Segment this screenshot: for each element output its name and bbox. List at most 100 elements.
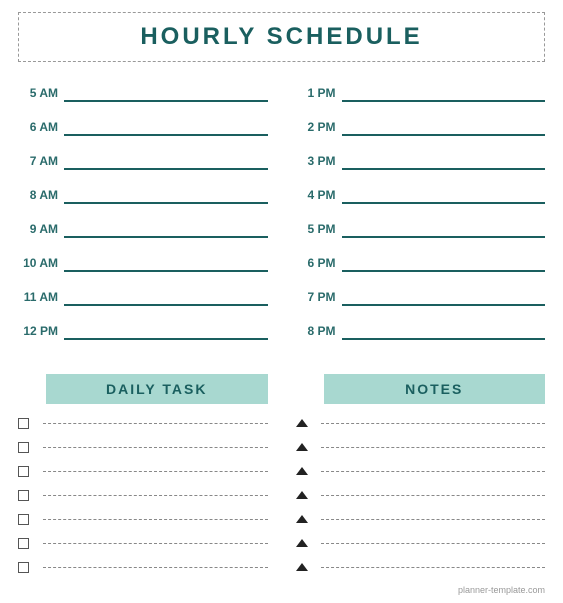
time-label: 4 PM — [296, 188, 342, 204]
note-row — [296, 438, 546, 456]
title-box: HOURLY SCHEDULE — [18, 12, 545, 62]
time-line[interactable] — [64, 182, 268, 204]
note-row — [296, 414, 546, 432]
time-label: 2 PM — [296, 120, 342, 136]
arrow-up-icon — [296, 539, 308, 547]
arrow-up-icon — [296, 443, 308, 451]
note-line[interactable] — [321, 495, 546, 496]
time-row: 3 PM — [296, 148, 546, 170]
time-label: 7 PM — [296, 290, 342, 306]
note-row — [296, 486, 546, 504]
time-line[interactable] — [64, 216, 268, 238]
task-row — [18, 534, 268, 552]
task-row — [18, 558, 268, 576]
note-row — [296, 462, 546, 480]
arrow-up-icon — [296, 491, 308, 499]
task-line[interactable] — [43, 543, 268, 544]
time-row: 12 PM — [18, 318, 268, 340]
time-line[interactable] — [342, 318, 546, 340]
time-label: 6 AM — [18, 120, 64, 136]
arrow-up-icon — [296, 467, 308, 475]
checkbox-icon[interactable] — [18, 466, 29, 477]
task-row — [18, 486, 268, 504]
daily-task-section: DAILY TASK — [18, 374, 268, 582]
checkbox-icon[interactable] — [18, 562, 29, 573]
checkbox-icon[interactable] — [18, 442, 29, 453]
page-title: HOURLY SCHEDULE — [29, 23, 534, 51]
time-row: 11 AM — [18, 284, 268, 306]
task-line[interactable] — [43, 471, 268, 472]
time-line[interactable] — [64, 250, 268, 272]
schedule-grid: 5 AM 6 AM 7 AM 8 AM 9 AM 10 AM 11 AM 12 … — [18, 80, 545, 352]
time-label: 1 PM — [296, 86, 342, 102]
checkbox-icon[interactable] — [18, 538, 29, 549]
time-line[interactable] — [342, 216, 546, 238]
time-label: 11 AM — [18, 290, 64, 306]
note-line[interactable] — [321, 543, 546, 544]
schedule-col-right: 1 PM 2 PM 3 PM 4 PM 5 PM 6 PM 7 PM 8 PM — [296, 80, 546, 352]
notes-header: NOTES — [324, 374, 546, 404]
task-line[interactable] — [43, 447, 268, 448]
note-row — [296, 558, 546, 576]
time-row: 4 PM — [296, 182, 546, 204]
checkbox-icon[interactable] — [18, 490, 29, 501]
task-row — [18, 462, 268, 480]
checkbox-icon[interactable] — [18, 418, 29, 429]
task-line[interactable] — [43, 495, 268, 496]
note-row — [296, 534, 546, 552]
time-line[interactable] — [342, 284, 546, 306]
time-label: 12 PM — [18, 324, 64, 340]
time-label: 7 AM — [18, 154, 64, 170]
time-line[interactable] — [64, 284, 268, 306]
time-row: 1 PM — [296, 80, 546, 102]
time-label: 5 AM — [18, 86, 64, 102]
task-row — [18, 414, 268, 432]
task-line[interactable] — [43, 423, 268, 424]
time-line[interactable] — [64, 114, 268, 136]
note-line[interactable] — [321, 471, 546, 472]
arrow-up-icon — [296, 563, 308, 571]
schedule-col-left: 5 AM 6 AM 7 AM 8 AM 9 AM 10 AM 11 AM 12 … — [18, 80, 268, 352]
note-line[interactable] — [321, 423, 546, 424]
time-row: 6 PM — [296, 250, 546, 272]
task-row — [18, 510, 268, 528]
time-label: 10 AM — [18, 256, 64, 272]
task-line[interactable] — [43, 567, 268, 568]
time-row: 7 AM — [18, 148, 268, 170]
time-line[interactable] — [342, 114, 546, 136]
time-row: 7 PM — [296, 284, 546, 306]
time-label: 3 PM — [296, 154, 342, 170]
arrow-up-icon — [296, 419, 308, 427]
time-row: 9 AM — [18, 216, 268, 238]
arrow-up-icon — [296, 515, 308, 523]
task-line[interactable] — [43, 519, 268, 520]
time-row: 2 PM — [296, 114, 546, 136]
time-label: 5 PM — [296, 222, 342, 238]
time-row: 6 AM — [18, 114, 268, 136]
time-line[interactable] — [64, 318, 268, 340]
time-line[interactable] — [342, 80, 546, 102]
checkbox-icon[interactable] — [18, 514, 29, 525]
daily-task-header: DAILY TASK — [46, 374, 268, 404]
time-label: 8 AM — [18, 188, 64, 204]
note-line[interactable] — [321, 447, 546, 448]
time-row: 5 AM — [18, 80, 268, 102]
task-row — [18, 438, 268, 456]
time-line[interactable] — [64, 148, 268, 170]
time-line[interactable] — [342, 148, 546, 170]
time-row: 10 AM — [18, 250, 268, 272]
time-row: 8 PM — [296, 318, 546, 340]
note-row — [296, 510, 546, 528]
time-row: 5 PM — [296, 216, 546, 238]
time-line[interactable] — [342, 250, 546, 272]
bottom-sections: DAILY TASK NOTES — [18, 374, 545, 582]
time-label: 9 AM — [18, 222, 64, 238]
time-line[interactable] — [342, 182, 546, 204]
footer-credit: planner-template.com — [458, 585, 545, 595]
notes-section: NOTES — [296, 374, 546, 582]
note-line[interactable] — [321, 567, 546, 568]
time-row: 8 AM — [18, 182, 268, 204]
time-line[interactable] — [64, 80, 268, 102]
note-line[interactable] — [321, 519, 546, 520]
time-label: 8 PM — [296, 324, 342, 340]
